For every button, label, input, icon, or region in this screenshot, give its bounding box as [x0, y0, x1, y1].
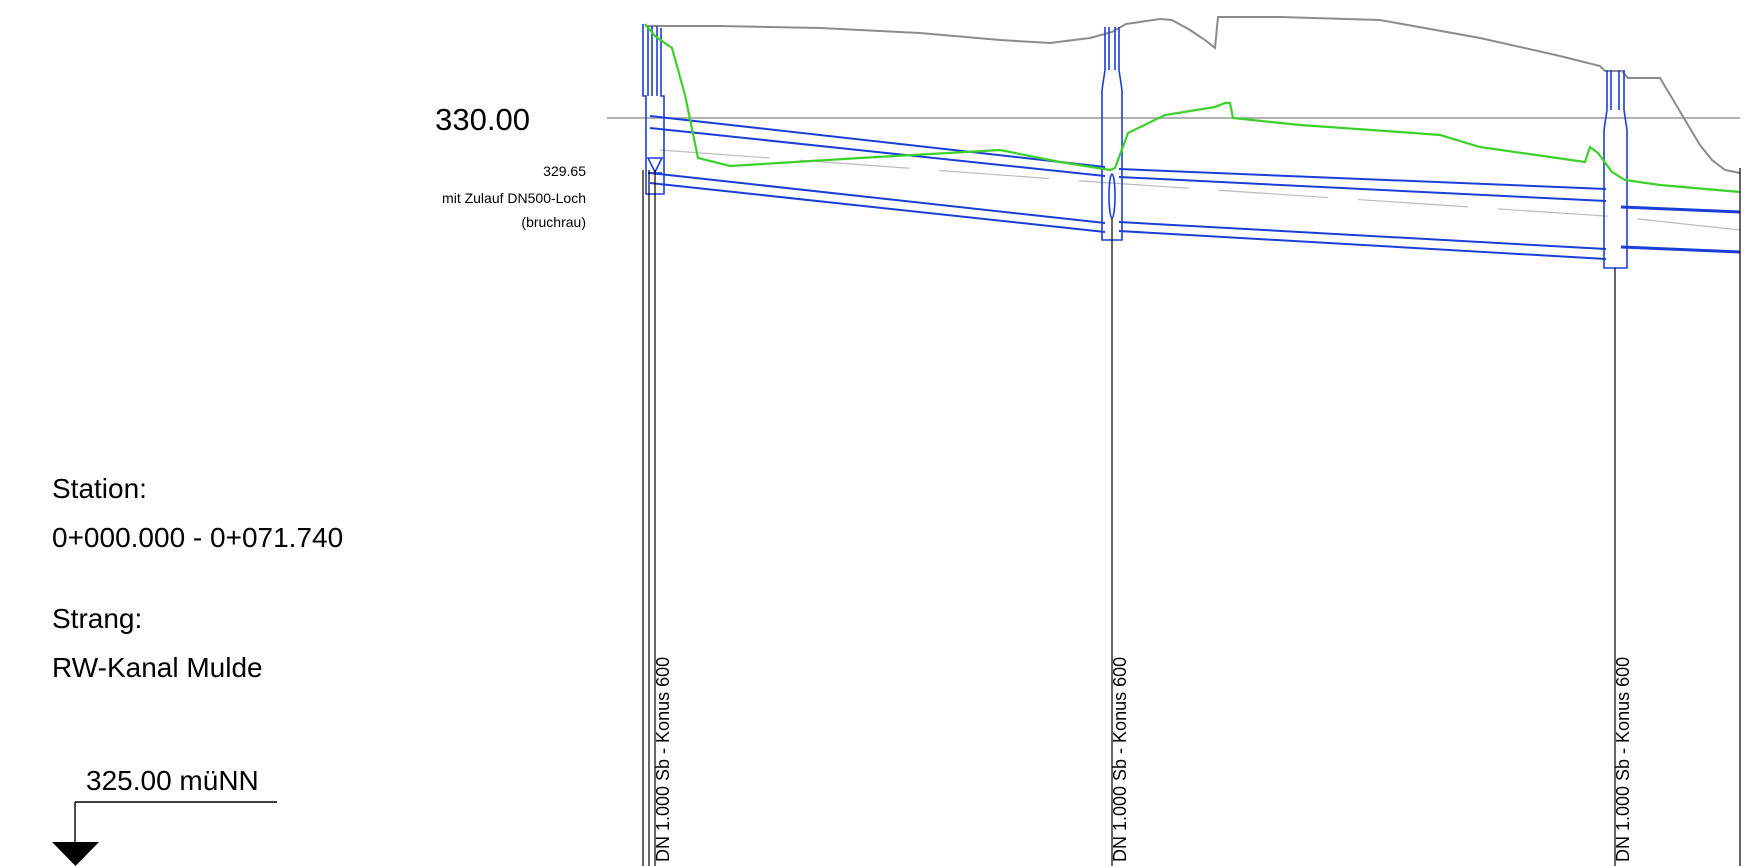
inlet-note-line2: (bruchrau) [521, 214, 586, 230]
station-axis-lines [642, 168, 1741, 866]
manhole-1 [642, 24, 665, 195]
station-label: Station: [52, 473, 147, 504]
pipe-invert-inner-1 [649, 172, 1106, 224]
manhole-label-3: DN 1.000 Sb - Konus 600 [1613, 657, 1633, 862]
terrain-line [645, 16, 1741, 174]
station-value: 0+000.000 - 0+071.740 [52, 522, 343, 553]
pipe-crown-inner-2 [1118, 176, 1607, 202]
manhole-2 [1101, 27, 1123, 241]
strang-label: Strang: [52, 603, 142, 634]
manhole-3 [1603, 70, 1628, 269]
datum-label: 325.00 müNN [86, 765, 259, 796]
pipe-invert-outer-2 [1118, 230, 1607, 260]
inlet-elevation-label: 329.65 [543, 163, 586, 179]
inlet-note-line1: mit Zulauf DN500-Loch [442, 190, 586, 206]
water-level-line [644, 23, 1741, 194]
manhole-label-1: DN 1.000 Sb - Konus 600 [653, 657, 673, 862]
alignment-line [659, 149, 1741, 231]
pipe-invert-3 [1620, 245, 1741, 254]
strang-value: RW-Kanal Mulde [52, 652, 263, 683]
pipe-crown-outer-1 [649, 115, 1106, 168]
pipe-lines [649, 115, 1741, 260]
pipe-crown-outer-2 [1118, 168, 1607, 190]
pipe-invert-inner-2 [1118, 221, 1607, 250]
datum-triangle-icon [52, 842, 99, 866]
pipe-crown-inner-1 [649, 127, 1106, 177]
reference-elevation-label: 330.00 [435, 102, 530, 137]
pipe-invert-outer-1 [649, 182, 1106, 233]
inlet-triangle [646, 157, 664, 174]
manhole-label-2: DN 1.000 Sb - Konus 600 [1110, 657, 1130, 862]
pipe-crown-3 [1620, 205, 1741, 214]
